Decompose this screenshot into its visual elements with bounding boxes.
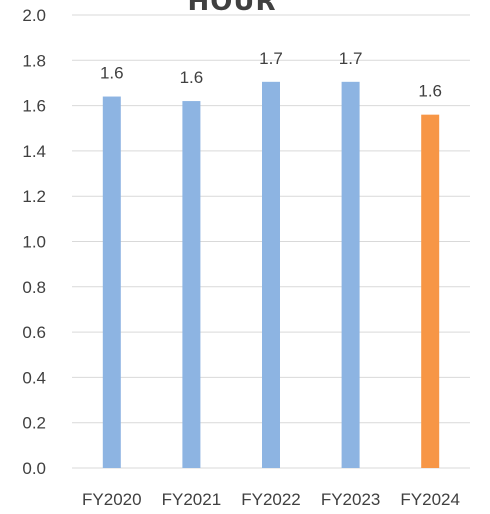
bar-fy2020 [102,96,121,468]
bar-fy2022 [262,81,280,468]
x-tick-label: FY2021 [162,490,222,509]
y-tick-label: 0.6 [22,323,46,342]
bars [102,81,440,468]
data-label: 1.7 [259,49,283,68]
bar-fy2023 [341,81,360,468]
data-label: 1.6 [100,64,124,83]
y-axis-ticks: 0.0 0.2 0.4 0.6 0.8 1.0 1.2 1.4 1.6 1.8 2.0 [22,6,46,478]
data-label: 1.7 [339,49,363,68]
x-axis-ticks: FY2020 FY2021 FY2022 FY2023 FY2024 [82,490,460,509]
bar-fy2024 [421,114,440,468]
y-tick-label: 0.4 [22,368,46,387]
x-tick-label: FY2024 [400,490,460,509]
y-tick-label: 1.4 [22,142,46,161]
x-tick-label: FY2023 [321,490,381,509]
x-tick-label: FY2022 [241,490,301,509]
y-tick-label: 2.0 [22,6,46,25]
bar-fy2021 [182,101,201,468]
y-tick-label: 0.0 [22,459,46,478]
y-tick-label: 1.6 [22,97,46,116]
y-tick-label: 1.2 [22,187,46,206]
x-tick-label: FY2020 [82,490,142,509]
data-label: 1.6 [180,68,204,87]
data-label: 1.6 [418,82,442,101]
y-tick-label: 1.0 [22,233,46,252]
chart-title: HOUR [188,0,277,17]
y-tick-label: 0.2 [22,414,46,433]
y-tick-label: 0.8 [22,278,46,297]
data-labels: 1.6 1.6 1.7 1.7 1.6 [100,49,442,101]
y-tick-label: 1.8 [22,51,46,70]
